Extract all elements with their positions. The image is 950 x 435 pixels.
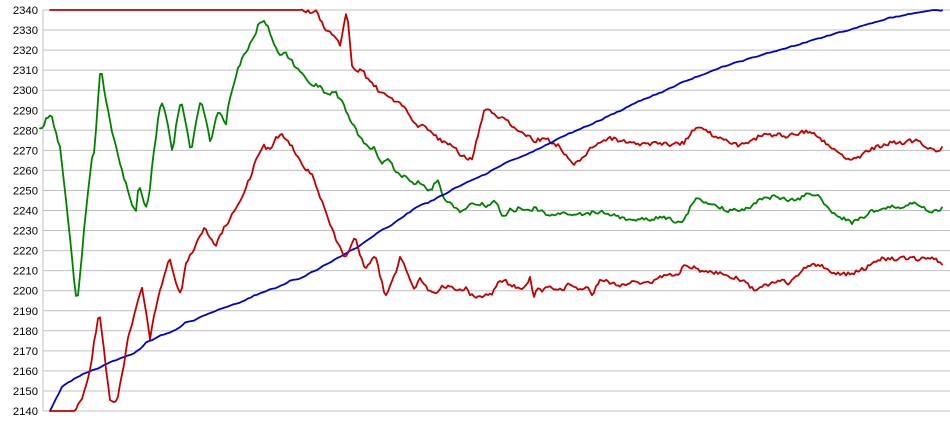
svg-text:2210: 2210 — [13, 266, 38, 278]
svg-text:2330: 2330 — [13, 25, 38, 37]
svg-text:2280: 2280 — [13, 125, 38, 137]
svg-text:2220: 2220 — [13, 246, 38, 258]
svg-text:2270: 2270 — [13, 145, 38, 157]
svg-text:2300: 2300 — [13, 85, 38, 97]
svg-text:2310: 2310 — [13, 65, 38, 77]
svg-text:2260: 2260 — [13, 165, 38, 177]
svg-text:2240: 2240 — [13, 206, 38, 218]
svg-text:2160: 2160 — [13, 366, 38, 378]
svg-text:2190: 2190 — [13, 306, 38, 318]
svg-text:2340: 2340 — [13, 5, 38, 17]
svg-text:2140: 2140 — [13, 406, 38, 418]
svg-text:2320: 2320 — [13, 45, 38, 57]
svg-text:2200: 2200 — [13, 286, 38, 298]
svg-text:2230: 2230 — [13, 226, 38, 238]
svg-text:2290: 2290 — [13, 105, 38, 117]
svg-text:2170: 2170 — [13, 346, 38, 358]
svg-text:2150: 2150 — [13, 386, 38, 398]
svg-text:2180: 2180 — [13, 326, 38, 338]
svg-text:2250: 2250 — [13, 185, 38, 197]
